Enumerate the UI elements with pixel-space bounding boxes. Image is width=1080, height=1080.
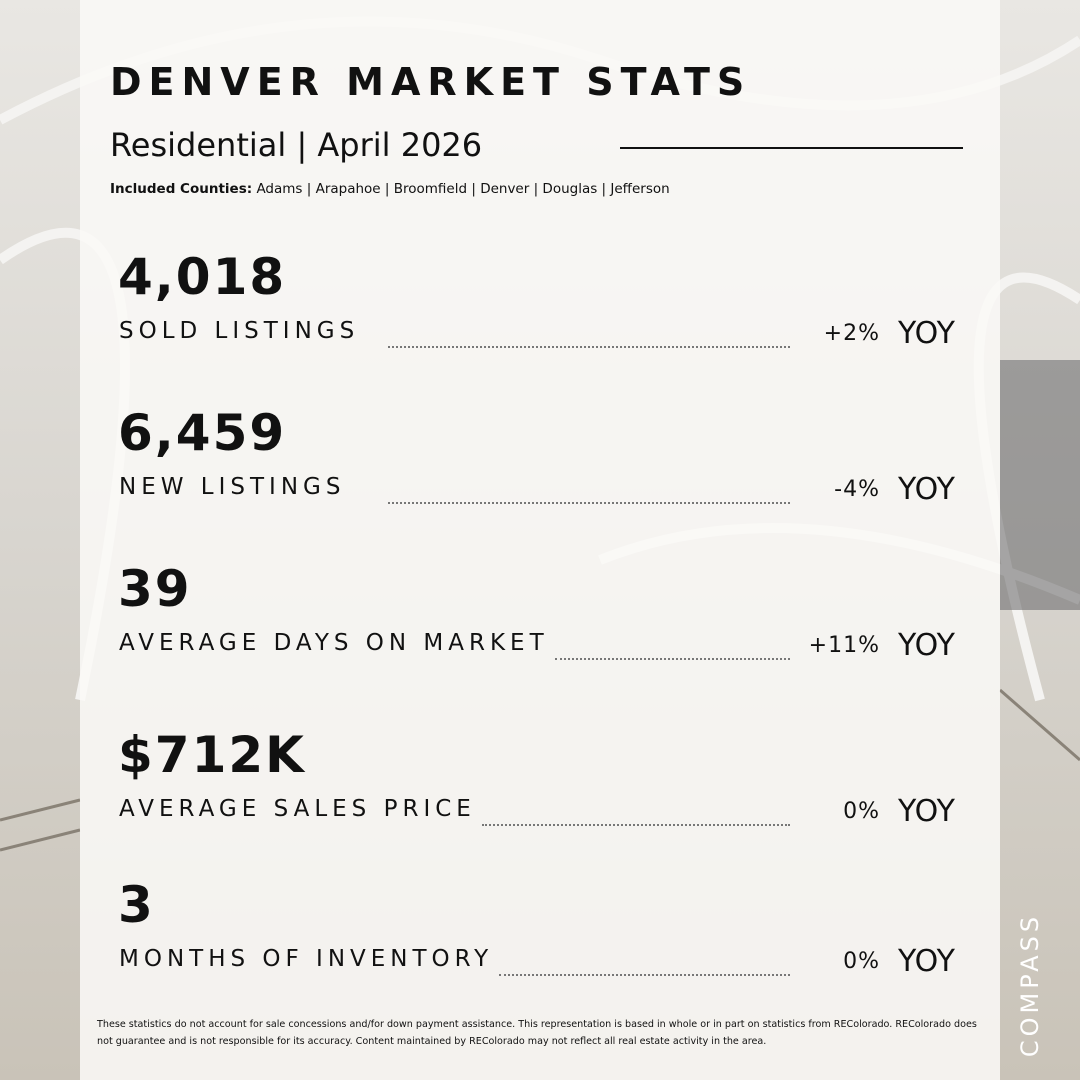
title: DENVER MARKET STATS	[110, 60, 752, 104]
disclaimer: These statistics do not account for sale…	[97, 1019, 977, 1047]
brand: COMPASS	[1016, 912, 1044, 1058]
leader-dots	[388, 502, 790, 504]
leader-dots	[388, 346, 790, 348]
divider	[620, 147, 963, 149]
stat-value: 6,459	[118, 404, 287, 462]
stat-label: AVERAGE SALES PRICE	[119, 796, 476, 822]
counties-list: Adams | Arapahoe | Broomfield | Denver |…	[256, 181, 670, 197]
counties-label: Included Counties:	[110, 181, 253, 197]
counties: Included Counties: Adams | Arapahoe | Br…	[110, 181, 670, 197]
stat-label: SOLD LISTINGS	[119, 318, 360, 344]
subtitle: Residential | April 2026	[110, 126, 483, 164]
leader-dots	[482, 824, 790, 826]
stat-yoy: YOY	[898, 472, 955, 507]
stat-change: +2%	[823, 321, 880, 346]
stat-value: $712K	[118, 726, 306, 784]
stat-yoy: YOY	[898, 316, 955, 351]
leader-dots	[499, 974, 790, 976]
stat-value: 4,018	[118, 248, 287, 306]
stat-label: MONTHS OF INVENTORY	[119, 946, 494, 972]
stat-value: 3	[118, 876, 155, 934]
overlay-panel	[80, 0, 1000, 1080]
stat-change: 0%	[843, 949, 880, 974]
stat-change: 0%	[843, 799, 880, 824]
stat-yoy: YOY	[898, 944, 955, 979]
stat-change: +11%	[808, 633, 880, 658]
stat-yoy: YOY	[898, 628, 955, 663]
stat-label: AVERAGE DAYS ON MARKET	[119, 630, 549, 656]
stat-label: NEW LISTINGS	[119, 474, 346, 500]
leader-dots	[555, 658, 790, 660]
stat-change: -4%	[834, 477, 880, 502]
stat-yoy: YOY	[898, 794, 955, 829]
stat-value: 39	[118, 560, 192, 618]
